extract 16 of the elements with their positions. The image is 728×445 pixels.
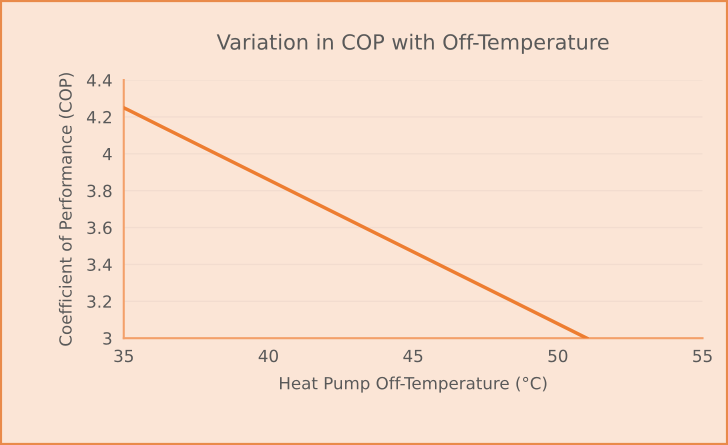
x-tick-label: 55 bbox=[693, 350, 712, 362]
y-tick-label: 3.2 bbox=[87, 295, 111, 308]
x-axis-title: Heat Pump Off-Temperature (°C) bbox=[280, 376, 546, 393]
y-tick-label: 4.2 bbox=[86, 110, 111, 124]
y-tick-label: 4.4 bbox=[86, 74, 112, 86]
y-tick-label: 3.4 bbox=[87, 258, 112, 272]
x-tick-label: 50 bbox=[548, 350, 568, 362]
y-tick-label: 3.8 bbox=[87, 184, 112, 198]
y-tick-label: 3 bbox=[103, 332, 112, 345]
x-tick-label: 45 bbox=[403, 350, 422, 362]
y-axis-title: Coefficient of Performance (COP) bbox=[58, 73, 74, 346]
y-tick-label: 3.6 bbox=[87, 222, 112, 234]
x-tick-label: 40 bbox=[258, 350, 278, 362]
x-tick-label: 35 bbox=[114, 350, 133, 362]
chart-title: Variation in COP with Off-Temperature bbox=[216, 34, 609, 54]
y-tick-label: 4 bbox=[102, 148, 112, 160]
